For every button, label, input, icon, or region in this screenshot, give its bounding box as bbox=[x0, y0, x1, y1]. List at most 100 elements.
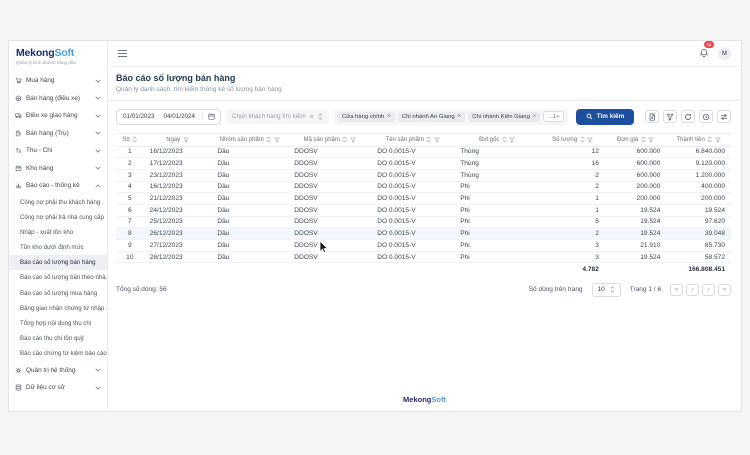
table-row[interactable]: 4 16/12/2023 Dầu DDOSV DO 0.0015-V Phi 2… bbox=[116, 181, 731, 194]
more-tags-pill[interactable]: ...1+ bbox=[543, 111, 565, 122]
sidebar-subitem[interactable]: Tổng hợp nội dung thu chi bbox=[20, 320, 92, 327]
total-rows-label: Tổng số dòng: 56 bbox=[116, 286, 167, 294]
filter-button[interactable] bbox=[663, 110, 677, 123]
clear-icon[interactable]: × bbox=[309, 112, 315, 121]
cell-product-name: DO 0.0015-V bbox=[371, 227, 455, 240]
sidebar-item-ban-hang-dieu-xe[interactable]: Bán hàng (điều xe) bbox=[9, 90, 107, 108]
sidebar-subitem[interactable]: Công nợ phải trả nhà cung cấp bbox=[20, 213, 104, 221]
branch-tag[interactable]: Chi nhánh An Giang × bbox=[397, 111, 466, 122]
remove-tag-icon[interactable]: × bbox=[532, 112, 537, 120]
date-range-input[interactable]: 01/01/2023 04/01/2024 bbox=[116, 108, 222, 125]
branch-tag[interactable]: Cửa hàng chính × bbox=[338, 111, 395, 122]
export-button[interactable] bbox=[645, 110, 659, 123]
cell-product-name: DO 0.0015-V bbox=[371, 216, 455, 229]
filter-icon[interactable] bbox=[183, 137, 189, 143]
sort-icon[interactable] bbox=[707, 136, 712, 143]
sort-icon[interactable] bbox=[502, 136, 507, 143]
total-amount: 166.808.451 bbox=[688, 266, 725, 274]
sort-icon[interactable] bbox=[266, 136, 271, 143]
notifications-button[interactable]: 11 bbox=[699, 40, 714, 63]
column-header-label: Đvt gốc bbox=[479, 136, 500, 143]
column-header[interactable]: Mã sản phẩm bbox=[288, 132, 372, 147]
first-page-button[interactable]: « bbox=[670, 283, 683, 296]
sidebar-item-quan-tri-he-thong[interactable]: Quản trị hệ thống bbox=[9, 362, 107, 380]
menu-toggle-button[interactable] bbox=[116, 46, 129, 60]
table-row[interactable]: 9 27/12/2023 Dầu DDOSV DO 0.0015-V Phi 3… bbox=[116, 239, 731, 252]
select-arrows-icon bbox=[610, 286, 615, 294]
sidebar-subitem[interactable]: Báo cáo số lượng bán hàng bbox=[9, 255, 107, 271]
next-page-button[interactable]: › bbox=[702, 283, 715, 296]
column-header[interactable]: Nhóm sản phẩm bbox=[211, 132, 289, 147]
column-header-label: Ngày bbox=[166, 136, 181, 143]
table-row[interactable]: 8 26/12/2023 Dầu DDOSV DO 0.0015-V Phi 2… bbox=[116, 227, 731, 240]
column-header[interactable]: Đơn giá bbox=[604, 132, 667, 147]
sort-icon[interactable] bbox=[579, 136, 585, 143]
table-row[interactable]: 3 23/12/2023 Dầu DDOSV DO 0.0015-V Thùng… bbox=[116, 169, 731, 182]
cell-amount: 65.730 bbox=[666, 239, 731, 252]
filter-icon[interactable] bbox=[587, 137, 593, 143]
cell-date: 25/12/2023 bbox=[143, 216, 212, 229]
brand-logo[interactable]: MekongSoft Quản lý kinh doanh hàng đầu bbox=[9, 41, 107, 69]
cell-unit: Phi bbox=[454, 181, 541, 194]
sidebar-subitem[interactable]: Tồn kho dưới định mức bbox=[20, 244, 84, 252]
sort-icon[interactable] bbox=[641, 136, 646, 143]
sort-icon[interactable] bbox=[342, 136, 347, 143]
table-row[interactable]: 2 17/12/2023 Dầu DDOSV DO 0.0015-V Thùng… bbox=[116, 157, 731, 170]
customer-select[interactable]: Chọn khách hàng tìm kiếm × bbox=[226, 109, 330, 124]
rows-per-page-select[interactable]: 10 bbox=[591, 282, 621, 297]
funnel-icon bbox=[666, 113, 674, 121]
sidebar-item-kho-hang[interactable]: Kho hàng bbox=[9, 160, 107, 178]
cell-amount: 200.000 bbox=[666, 192, 731, 205]
filter-icon[interactable] bbox=[434, 137, 440, 143]
sidebar-item-thu-chi[interactable]: Thu - Chi bbox=[9, 142, 107, 160]
sidebar-subitem[interactable]: Báo cáo số lượng mua hàng bbox=[20, 289, 98, 297]
sidebar-subitem[interactable]: Báo cáo thu chi tồn quỹ bbox=[20, 335, 84, 343]
table-row[interactable]: 1 16/12/2023 Dầu DDOSV DO 0.0015-V Thùng… bbox=[116, 146, 731, 159]
previous-page-button[interactable]: ‹ bbox=[686, 283, 699, 296]
filter-icon[interactable] bbox=[509, 137, 516, 143]
user-avatar[interactable]: M bbox=[718, 47, 731, 60]
cell-product-group: Dầu bbox=[211, 239, 289, 252]
search-icon bbox=[586, 113, 593, 120]
sidebar-item-du-lieu-co-so[interactable]: Dữ liệu cơ sở bbox=[9, 379, 107, 397]
table-row[interactable]: 5 21/12/2023 Dầu DDOSV DO 0.0015-V Phi 1… bbox=[116, 192, 731, 205]
filter-icon[interactable] bbox=[715, 137, 721, 143]
search-button[interactable]: Tìm kiếm bbox=[576, 108, 635, 125]
column-header[interactable]: Đvt gốc bbox=[454, 132, 541, 147]
filter-icon[interactable] bbox=[648, 137, 654, 143]
column-header[interactable]: Thành tiền bbox=[666, 132, 731, 147]
column-header[interactable]: Số lượng bbox=[540, 132, 605, 147]
branch-tag[interactable]: Chi nhánh Kiên Giang × bbox=[468, 111, 541, 122]
sidebar-item-dieu-xe-giao-hang[interactable]: Điều xe giao hàng bbox=[9, 107, 107, 125]
sidebar-item-label: Bán hàng (điều xe) bbox=[26, 94, 81, 102]
filter-icon[interactable] bbox=[350, 137, 356, 143]
sidebar-item-bao-cao-thong-ke[interactable]: Báo cáo - thống kê bbox=[9, 177, 107, 195]
sidebar-item-label: Mua hàng bbox=[26, 77, 55, 85]
sort-icon[interactable] bbox=[132, 136, 137, 143]
column-header[interactable]: Tên sản phẩm bbox=[371, 132, 455, 147]
sidebar-item-ban-hang-tru[interactable]: Bán hàng (Trụ) bbox=[9, 125, 107, 143]
column-header[interactable]: Ngày bbox=[143, 132, 212, 147]
filter-icon[interactable] bbox=[274, 137, 280, 143]
sidebar-subitem[interactable]: Công nợ phải thu khách hàng bbox=[20, 198, 101, 206]
column-settings-button[interactable] bbox=[717, 110, 731, 123]
chevron-down-icon bbox=[95, 131, 101, 135]
column-header[interactable]: Stt bbox=[116, 132, 144, 147]
sort-icon[interactable] bbox=[426, 136, 431, 143]
sidebar-subitem[interactable]: Báo cáo số lượng bán theo nhà... bbox=[20, 274, 107, 282]
remove-tag-icon[interactable]: × bbox=[457, 112, 462, 120]
sidebar-subitem[interactable]: Báo cáo chứng từ kiêm báo cáo... bbox=[20, 350, 107, 358]
sidebar-subitem[interactable]: Bảng giao nhận chứng từ nhập ... bbox=[20, 304, 107, 312]
table-row[interactable]: 7 25/12/2023 Dầu DDOSV DO 0.0015-V Phi 5… bbox=[116, 216, 731, 229]
cell-date: 24/12/2023 bbox=[143, 204, 212, 217]
remove-tag-icon[interactable]: × bbox=[386, 112, 391, 120]
refresh-button[interactable] bbox=[681, 110, 695, 123]
cell-quantity: 2 bbox=[540, 169, 605, 182]
last-page-button[interactable]: » bbox=[718, 283, 731, 296]
brand-name-secondary: Soft bbox=[54, 47, 75, 59]
table-row[interactable]: 10 28/12/2023 Dầu DDOSV DO 0.0015-V Phi … bbox=[116, 251, 731, 264]
table-row[interactable]: 6 24/12/2023 Dầu DDOSV DO 0.0015-V Phi 1… bbox=[116, 204, 731, 217]
sidebar-subitem[interactable]: Nhập - xuất tồn kho bbox=[20, 228, 74, 236]
history-button[interactable] bbox=[699, 110, 713, 123]
sidebar-item-mua-hang[interactable]: Mua hàng bbox=[9, 72, 107, 90]
